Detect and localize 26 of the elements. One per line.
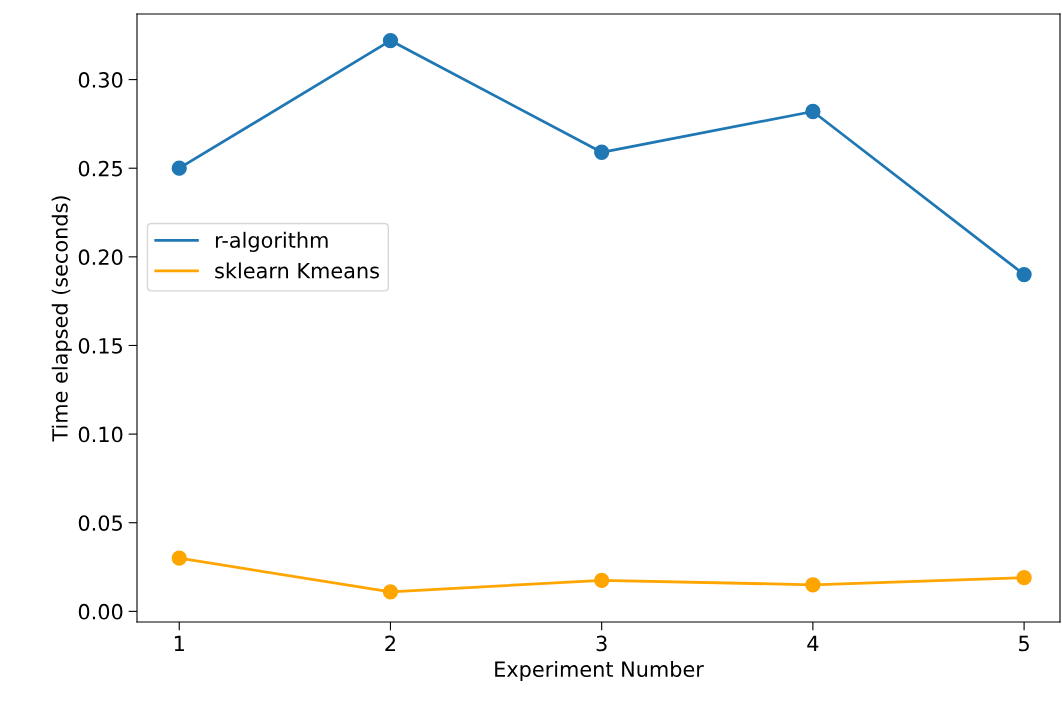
point [382,32,399,49]
legend-label: sklearn Kmeans [215,262,379,279]
point [1016,266,1032,283]
x-tick-label: 1 [174,635,184,652]
y-tick-label: 0.05 [78,515,122,531]
point [382,584,399,600]
y-tick-label: 0.15 [78,337,122,354]
y-tick-label: 0.30 [78,72,123,88]
legend-label: r-algorithm [215,231,328,252]
y-tick-label: 0.10 [78,426,123,443]
point [805,103,821,120]
point [171,550,187,566]
x-tick-label: 5 [1019,635,1029,652]
point [594,144,610,160]
x-tick-label: 3 [596,635,607,652]
point [805,577,821,593]
point [171,160,187,176]
x-tick-label: 4 [807,635,819,652]
point [594,572,610,588]
y-tick-label: 0.00 [78,603,123,620]
x-axis-title: Experiment Number [495,660,704,682]
point [1016,570,1032,586]
y-tick-label: 0.25 [78,160,122,177]
y-tick-label: 0.20 [78,249,123,266]
y-axis-title: Time elapsed (seconds) [51,196,72,442]
x-tick-label: 2 [385,635,395,652]
